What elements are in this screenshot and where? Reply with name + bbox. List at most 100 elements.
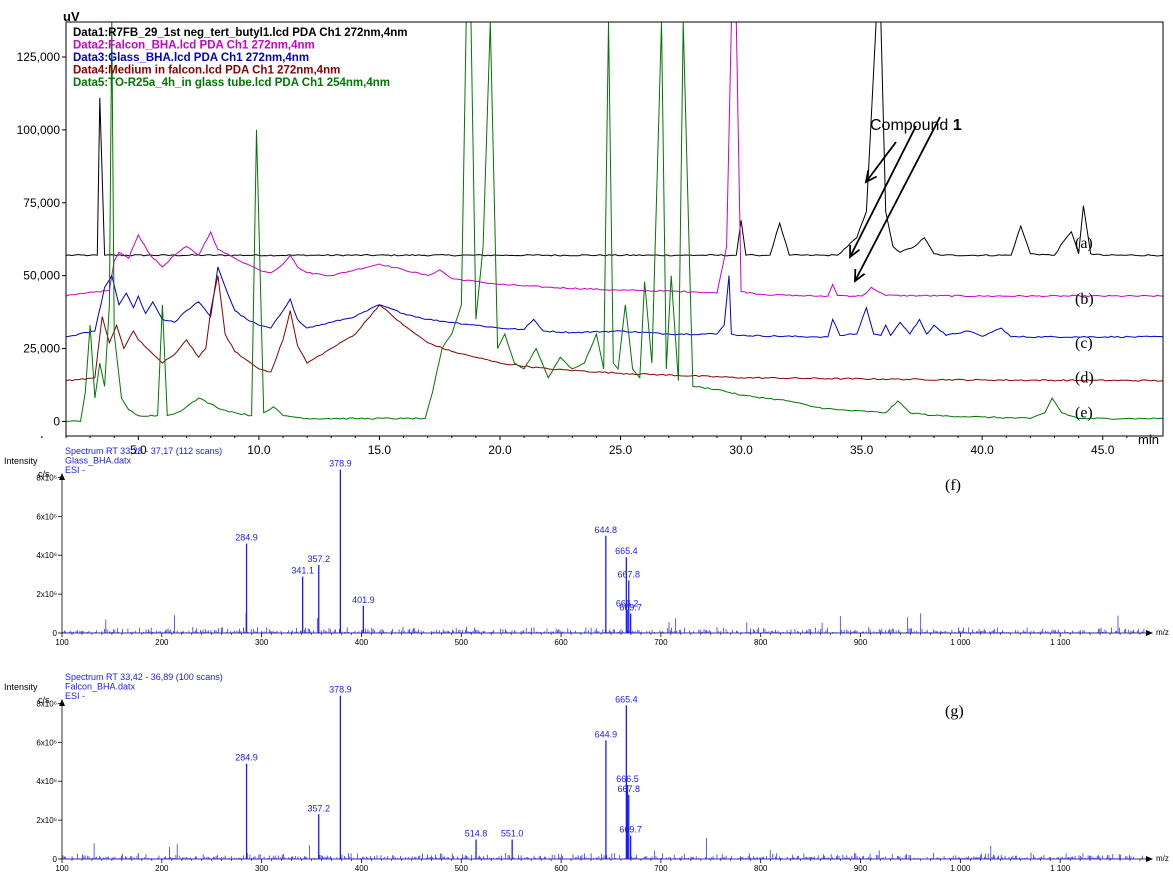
legend-entry-5: Data5:TO-R25a_4h_in glass tube.lcd PDA C…: [73, 77, 390, 89]
ms-y-tick-label: 2x10⁶: [36, 816, 57, 825]
ms-x-tick-label: 400: [355, 864, 369, 873]
ms-y-tick-label: 0: [53, 629, 58, 638]
ms-y-axis-arrow: [59, 473, 65, 480]
chromatogram-x-tick-label: 45.0: [1091, 443, 1115, 457]
ms-x-tick-label: 1 100: [1050, 638, 1071, 647]
chromatogram-trace-labels: (a) (b) (c) (d) (e): [1075, 235, 1094, 421]
chromatogram-x-tick-label: 5.0: [130, 443, 147, 457]
ms-x-tick-label: 300: [255, 638, 269, 647]
ms-peak-label: 667.8: [617, 570, 640, 580]
ms-peak-label: 665.4: [615, 546, 638, 556]
chromatogram-x-tick-label: 40.0: [970, 443, 994, 457]
ms-x-tick-label: 800: [754, 864, 768, 873]
ms-x-tick-label: 300: [255, 864, 269, 873]
ms-x-axis-arrow: [1146, 856, 1153, 862]
chromatogram-traces: [65, 21, 1164, 422]
ms-y-unit: c/s: [38, 695, 50, 705]
ms-x-tick-label: 500: [455, 638, 469, 647]
trace-label-d: (d): [1075, 370, 1094, 387]
ms-y-tick-label: 2x10⁶: [36, 590, 57, 599]
ms-y-tick-label: 6x10⁶: [36, 512, 57, 521]
chromatogram-legend: Data1:R7FB_29_1st neg_tert_butyl1.lcd PD…: [73, 27, 407, 89]
ms-x-tick-label: 200: [155, 638, 169, 647]
ms-peak-label: 378.9: [329, 459, 352, 469]
ms-x-axis-arrow: [1146, 630, 1153, 636]
ms-peak-label: 401.9: [352, 595, 375, 605]
ms-peak-label: 357.2: [307, 554, 330, 564]
ms-x-tick-label: 800: [754, 638, 768, 647]
chromatogram-x-tick-label: 30.0: [729, 443, 753, 457]
ms-header-line-3: ESI -: [65, 465, 85, 475]
ms-x-tick-label: 900: [854, 864, 868, 873]
ms-header-line-1: Spectrum RT 33,28 - 37,17 (112 scans): [65, 446, 222, 456]
compound-annotation-label: Compound 1: [870, 117, 962, 134]
ms-x-tick-label: 900: [854, 638, 868, 647]
ms-noise: [62, 837, 1145, 859]
ms-y-tick-label: 4x10⁶: [36, 551, 57, 560]
legend-entry-1: Data1:R7FB_29_1st neg_tert_butyl1.lcd PD…: [73, 27, 407, 39]
chromatogram-x-tick-label: 35.0: [850, 443, 874, 457]
ms-y-tick-label: 0: [53, 855, 58, 864]
chromatogram-panel: 0 25,000 50,000 75,000 100,000 125,000 5.0 10.…: [17, 9, 1164, 457]
ms-x-tick-label: 1 000: [950, 864, 971, 873]
chromatogram-x-tick-label: 10.0: [247, 443, 271, 457]
ms-peak-label: 551.0: [501, 829, 524, 839]
compound-arrow-head: [849, 244, 861, 259]
compound-arrows: [849, 116, 941, 283]
chromatogram-x-tick-label: 15.0: [368, 443, 392, 457]
ms-y-tick-label: 6x10⁶: [36, 738, 57, 747]
ms-x-unit: m/z: [1156, 628, 1169, 637]
chromatogram-x-tick-label: 25.0: [609, 443, 633, 457]
ms-peak-label: 514.8: [465, 829, 488, 839]
chromatogram-y-tick-label: 100,000: [17, 123, 61, 137]
ms-x-tick-label: 1 100: [1050, 864, 1071, 873]
ms-x-tick-label: 200: [155, 864, 169, 873]
compound-arrow-head: [854, 268, 866, 283]
ms-peak-label: 665.4: [615, 694, 638, 704]
ms-intensity-label: Intensity: [4, 456, 38, 466]
compound-arrow-head: [864, 170, 878, 184]
ms-y-unit: c/s: [38, 469, 50, 479]
ms-peak-label: 378.9: [329, 685, 352, 695]
chromatogram-y-ticks: 0 25,000 50,000 75,000 100,000 125,000: [17, 50, 66, 428]
ms-header-line-1: Spectrum RT 33,42 - 36,89 (100 scans): [65, 672, 223, 682]
ms-peak-label: 284.9: [235, 533, 258, 543]
ms-peak-label: 667.8: [617, 784, 640, 794]
ms-intensity-label: Intensity: [4, 682, 38, 692]
chromatogram-trace-data1: [65, 21, 1164, 257]
ms-peak-label: 644.9: [595, 729, 618, 739]
ms-peak-label: 666.5: [616, 774, 639, 784]
ms-x-tick-label: 700: [654, 864, 668, 873]
ms-y-tick-label: 8x10⁶: [36, 699, 57, 708]
chromatogram-trace-data5: [65, 21, 1164, 422]
ms-header-line-2: Glass_BHA.datx: [65, 456, 132, 466]
ms-x-tick-label: 100: [55, 864, 69, 873]
ms-peak-label: 357.2: [307, 803, 330, 813]
mass-spectrum-f: Intensity Spectrum RT 33,28 - 37,17 (112 …: [4, 446, 1169, 647]
ms-y-axis-arrow: [59, 699, 65, 706]
ms-peak-label: 669.7: [619, 825, 642, 835]
trace-label-e: (e): [1075, 404, 1093, 421]
ms-x-tick-label: 1 000: [950, 638, 971, 647]
trace-label-a: (a): [1075, 235, 1093, 252]
ms-x-tick-label: 400: [355, 638, 369, 647]
mass-spectrum-g: Intensity Spectrum RT 33,42 - 36,89 (100 …: [4, 672, 1169, 873]
chromatogram-y-tick-label: 75,000: [23, 196, 60, 210]
ms-x-tick-label: 500: [455, 864, 469, 873]
ms-y-tick-label: 4x10⁶: [36, 777, 57, 786]
chromatogram-trace-data4: [65, 275, 1164, 382]
chromatogram-y-unit: uV: [63, 9, 80, 24]
ms-x-tick-label: 600: [554, 864, 568, 873]
ms-peak-label: 666.2: [616, 599, 639, 609]
chromatogram-y-tick-label: 50,000: [23, 269, 60, 283]
ms-header-line-3: ESI -: [65, 691, 85, 701]
ms-panel-label: (g): [945, 703, 964, 720]
compound-arrow-2: [849, 125, 917, 258]
trace-label-b: (b): [1075, 291, 1094, 308]
legend-entry-4: Data4:Medium in falcon.lcd PDA Ch1 272nm…: [73, 65, 340, 77]
chromatogram-trace-data2: [65, 21, 1164, 298]
chromatogram-y-tick-label: 125,000: [17, 50, 61, 64]
ms-header-line-2: Falcon_BHA.datx: [65, 682, 136, 692]
ms-noise: [62, 613, 1145, 633]
